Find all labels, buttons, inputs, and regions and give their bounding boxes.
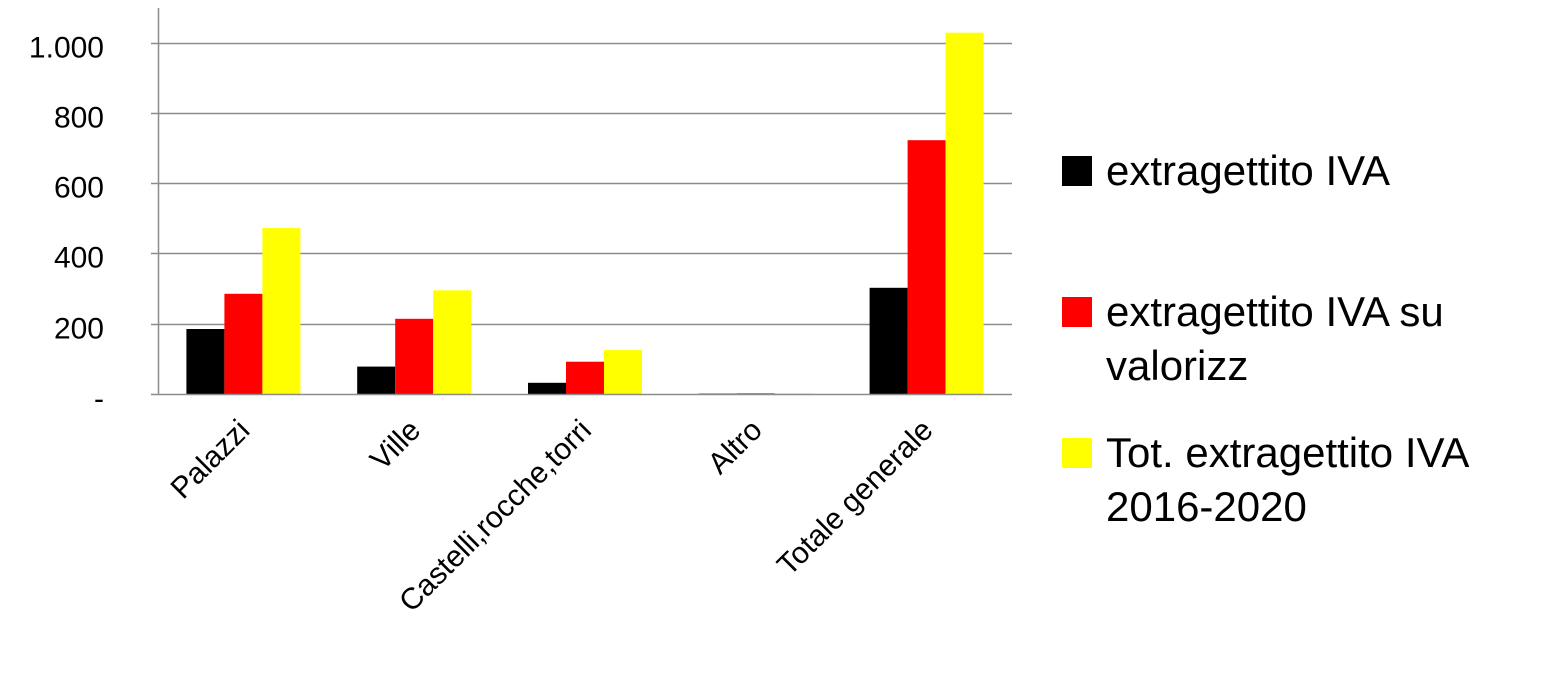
bar-ville-series-2 <box>395 319 433 394</box>
y-tick-label-600: 600 <box>54 172 104 205</box>
x-tick-label-altro: Altro <box>702 414 769 481</box>
bar-castelli-rocche-torri-series-3 <box>604 350 642 394</box>
legend-swatch-tot-extragettito-iva <box>1062 438 1092 468</box>
bar-totale-generale-series-2 <box>908 140 946 394</box>
y-tick-label-400: 400 <box>54 242 104 275</box>
y-tick-label-1000: 1.000 <box>29 32 104 65</box>
x-tick-label-castelli-rocche-torri: Castelli,rocche,torri <box>393 414 598 619</box>
bar-palazzi-series-1 <box>186 329 224 394</box>
x-tick-label-totale-generale: Totale generale <box>771 414 939 582</box>
bar-ville-series-1 <box>357 367 395 394</box>
x-tick-label-palazzi: Palazzi <box>165 414 257 506</box>
legend-label-extragettito-iva-su-valorizz: extragettito IVA su valorizz <box>1106 285 1556 393</box>
y-tick-label-800: 800 <box>54 102 104 135</box>
bar-palazzi-series-2 <box>224 294 262 394</box>
bar-castelli-rocche-torri-series-2 <box>566 362 604 394</box>
legend-swatch-extragettito-iva-su-valorizz <box>1062 297 1092 327</box>
y-tick-label-0: - <box>94 383 104 416</box>
bar-ville-series-3 <box>433 290 471 394</box>
legend-swatch-extragettito-iva <box>1062 156 1092 186</box>
bars-layer <box>186 33 983 394</box>
x-tick-label-ville: Ville <box>364 414 427 477</box>
bar-totale-generale-series-3 <box>946 33 984 394</box>
bar-castelli-rocche-torri-series-1 <box>528 383 566 394</box>
y-tick-labels: - 200 400 600 800 1.000 <box>29 32 104 416</box>
bar-totale-generale-series-1 <box>870 288 908 394</box>
legend-label-tot-extragettito-iva: Tot. extragettito IVA 2016-2020 <box>1106 426 1556 534</box>
legend-label-extragettito-iva: extragettito IVA <box>1106 144 1556 198</box>
y-tick-label-200: 200 <box>54 313 104 346</box>
bar-palazzi-series-3 <box>262 228 300 394</box>
